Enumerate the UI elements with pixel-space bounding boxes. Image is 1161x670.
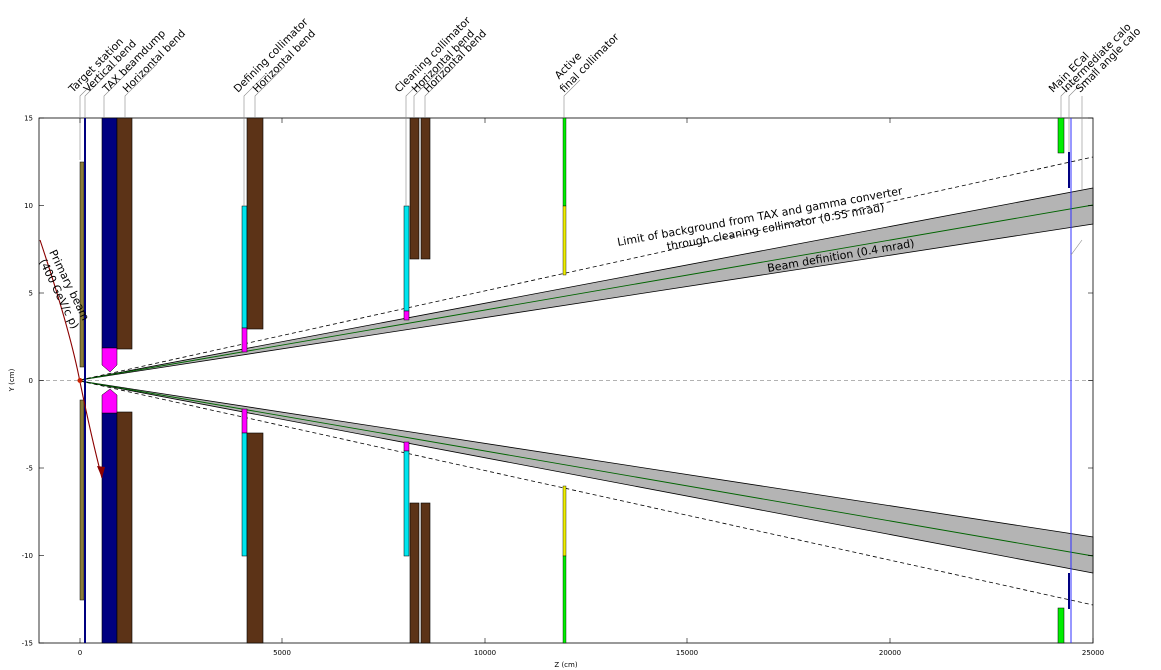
horizontal-bend-1-lower (116, 411, 133, 644)
tax-beamdump-lower (101, 412, 118, 644)
cleaning-collimator-cyan-lower (403, 450, 410, 557)
label-active-final-collimator: Active final collimator (548, 22, 622, 96)
y-tick-label: 5 (29, 290, 33, 298)
defining-collimator-magenta-upper (241, 327, 248, 353)
intermediate-calo-upper (1068, 152, 1070, 188)
y-tick-label: -15 (22, 640, 33, 648)
beam-center-lower (79, 380, 1094, 557)
y-tick-label: -10 (22, 552, 33, 560)
main-ecal-lower (1057, 607, 1065, 644)
active-collimator-green-upper (562, 117, 567, 207)
primary-beam-arrowhead (97, 466, 105, 478)
tax-insert-upper (101, 347, 118, 373)
x-tick-labels: 0 5000 10000 15000 20000 25000 (78, 649, 1104, 657)
beam-band-upper (79, 187, 1094, 381)
y-tick-label: 0 (29, 377, 33, 385)
horizontal-bend-3-upper (409, 117, 420, 260)
limit-line-lower (79, 380, 1094, 606)
x-tick-label: 25000 (1082, 649, 1104, 657)
y-tick-label: -5 (26, 465, 33, 473)
tax-beamdump-upper (101, 117, 118, 349)
x-tick-label: 10000 (474, 649, 496, 657)
beam-center-upper (79, 204, 1094, 381)
y-tick-label: 10 (24, 202, 33, 210)
vertical-bend (84, 118, 86, 643)
x-tick-label: 15000 (676, 649, 698, 657)
horizontal-bend-4-lower (420, 502, 431, 644)
active-collimator-yellow-lower (562, 485, 567, 557)
y-tick-label: 15 (24, 115, 33, 123)
primary-beam-arrow (39, 239, 103, 479)
y-axis-title: Y (cm) (8, 368, 16, 392)
x-tick-label: 5000 (273, 649, 291, 657)
label-defining-collimator: Defining collimator (232, 16, 312, 96)
x-tick-label: 20000 (879, 649, 901, 657)
intermediate-calo-lower (1068, 573, 1070, 609)
cleaning-collimator-magenta-lower (403, 441, 410, 452)
cleaning-collimator-magenta-upper (403, 310, 410, 321)
cleaning-collimator-cyan-upper (403, 205, 410, 312)
horizontal-bend-4-upper (420, 117, 431, 260)
y-tick-labels: -15 -10 -5 0 5 10 15 (22, 115, 33, 648)
horizontal-bend-3-lower (409, 502, 420, 644)
component-labels: Target station Vertical bend TAX beamdum… (66, 14, 1143, 96)
tick-marks (39, 117, 1094, 644)
defining-collimator-cyan-upper (241, 205, 248, 329)
x-axis-title: Z (cm) (554, 661, 577, 669)
horizontal-bend-2-lower (246, 432, 264, 644)
label-intermediate-calo: Intermediate calo (1060, 21, 1134, 95)
beam-target-point (77, 378, 83, 383)
active-collimator-green-lower (562, 555, 567, 644)
horizontal-bend-1-upper (116, 117, 133, 350)
defining-collimator-cyan-lower (241, 432, 248, 557)
target-station-lower (79, 399, 85, 601)
target-station-upper (79, 161, 85, 368)
component-leaders (79, 63, 1097, 256)
beam-band-lower (79, 380, 1094, 574)
x-tick-label: 0 (78, 649, 82, 657)
main-ecal-upper (1057, 117, 1065, 154)
tax-insert-lower (101, 388, 118, 414)
horizontal-bend-2-upper (246, 117, 264, 330)
limit-line-upper (79, 156, 1094, 381)
defining-collimator-magenta-lower (241, 408, 248, 434)
active-collimator-yellow-upper (562, 205, 567, 276)
